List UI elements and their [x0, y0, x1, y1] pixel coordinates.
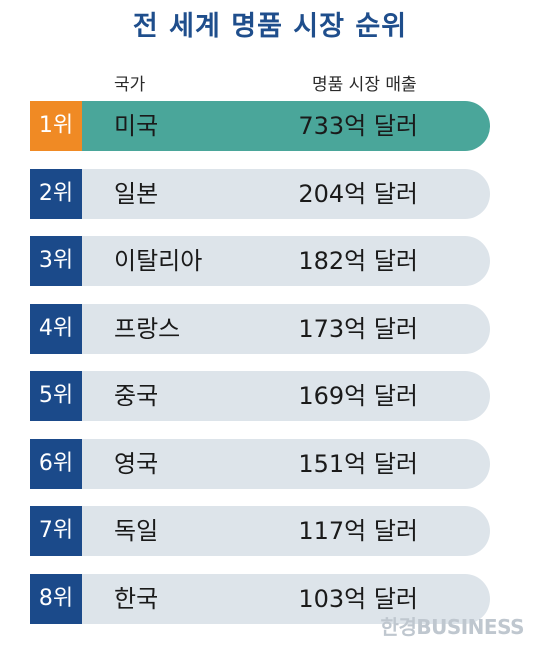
- sales-value-label: 117억 달러: [298, 517, 418, 545]
- ranking-row: 2위 일본 204억 달러: [30, 168, 490, 219]
- sales-value-label: 151억 달러: [298, 449, 418, 478]
- rank-badge: 7위: [30, 506, 82, 556]
- country-label: 일본: [114, 179, 159, 208]
- ranking-row: 8위 한국 103억 달러: [30, 573, 490, 624]
- column-header-sales: 명품 시장 매출: [312, 75, 417, 95]
- rank-badge: 1위: [30, 101, 82, 151]
- sales-value-label: 182억 달러: [298, 247, 418, 275]
- country-label: 미국: [114, 112, 159, 140]
- sales-value-label: 173억 달러: [298, 314, 418, 343]
- country-label: 독일: [114, 517, 159, 545]
- country-label: 한국: [114, 584, 159, 613]
- column-header-country: 국가: [114, 75, 146, 95]
- rank-badge: 3위: [30, 236, 82, 286]
- ranking-row: 6위 영국 151억 달러: [30, 438, 490, 489]
- rank-badge: 2위: [30, 168, 82, 219]
- ranking-row: 1위 미국 733억 달러: [30, 101, 490, 151]
- ranking-row: 3위 이탈리아 182억 달러: [30, 236, 490, 286]
- country-label: 영국: [114, 449, 159, 478]
- watermark: 한경BUSINESS: [380, 615, 525, 639]
- sales-value-label: 204억 달러: [298, 179, 418, 208]
- country-label: 중국: [114, 382, 159, 410]
- chart-title: 전 세계 명품 시장 순위: [132, 11, 408, 42]
- sales-value-label: 733억 달러: [298, 112, 418, 140]
- ranking-row: 7위 독일 117억 달러: [30, 506, 490, 556]
- country-label: 프랑스: [114, 314, 181, 343]
- sales-value-label: 103억 달러: [298, 584, 418, 613]
- rank-badge: 4위: [30, 303, 82, 354]
- country-label: 이탈리아: [114, 247, 203, 275]
- rank-badge: 5위: [30, 371, 82, 421]
- ranking-row: 5위 중국 169억 달러: [30, 371, 490, 421]
- sales-value-label: 169억 달러: [298, 382, 418, 410]
- ranking-row: 4위 프랑스 173억 달러: [30, 303, 490, 354]
- rank-badge: 6위: [30, 438, 82, 489]
- rank-badge: 8위: [30, 573, 82, 624]
